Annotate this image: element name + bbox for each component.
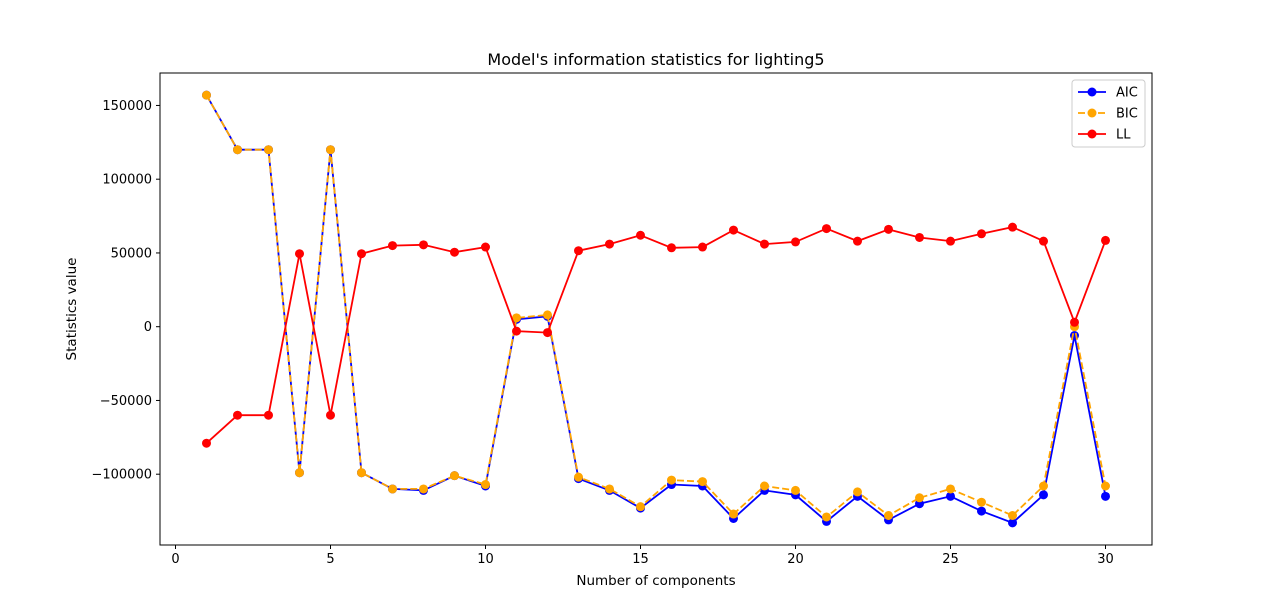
data-point-ll (1101, 235, 1110, 245)
data-point-ll (450, 247, 459, 257)
data-point-bic (202, 90, 211, 100)
data-point-ll (884, 224, 893, 234)
legend-label-ll: LL (1116, 128, 1131, 143)
data-point-bic (667, 475, 676, 485)
x-tick-label: 20 (787, 552, 804, 567)
legend-label-bic: BIC (1116, 107, 1138, 122)
data-point-bic (543, 310, 552, 320)
x-tick-label: 0 (171, 552, 179, 567)
data-point-bic (419, 484, 428, 494)
data-point-ll (233, 410, 242, 420)
data-point-ll (946, 236, 955, 246)
x-tick-label: 25 (942, 552, 959, 567)
chart-title: Model's information statistics for light… (487, 50, 824, 69)
data-point-bic (822, 512, 831, 522)
data-point-ll (605, 239, 614, 249)
legend-marker-ll (1087, 129, 1097, 139)
legend-label-aic: AIC (1116, 86, 1138, 101)
data-point-ll (419, 240, 428, 250)
series-bic (202, 90, 1110, 522)
data-point-ll (1039, 236, 1048, 246)
y-tick-label: 50000 (111, 246, 152, 261)
data-point-ll (481, 242, 490, 252)
y-tick-label: 0 (144, 320, 152, 335)
data-point-ll (729, 225, 738, 235)
data-point-ll (915, 232, 924, 242)
y-tick-label: −100000 (91, 468, 152, 483)
data-point-ll (388, 241, 397, 251)
data-point-bic (481, 480, 490, 490)
data-point-aic (1008, 518, 1017, 528)
data-point-ll (977, 229, 986, 239)
y-tick-label: 150000 (102, 99, 152, 114)
data-point-ll (853, 236, 862, 246)
data-point-bic (1101, 481, 1110, 491)
data-point-bic (574, 472, 583, 482)
data-point-bic (853, 487, 862, 497)
data-point-aic (977, 506, 986, 516)
data-point-aic (946, 491, 955, 501)
data-point-bic (884, 511, 893, 520)
x-tick-label: 10 (477, 552, 494, 567)
data-point-aic (1039, 490, 1048, 500)
data-point-bic (264, 145, 273, 155)
x-tick-label: 30 (1097, 552, 1114, 567)
data-point-bic (357, 468, 366, 478)
series-line-bic (205, 94, 1107, 519)
data-point-ll (295, 249, 304, 259)
legend-marker-aic (1087, 87, 1097, 97)
series-layer (202, 90, 1110, 528)
data-point-bic (326, 145, 335, 155)
data-point-ll (512, 326, 521, 336)
data-point-ll (667, 243, 676, 253)
data-point-ll (1070, 317, 1079, 327)
data-point-bic (946, 484, 955, 494)
x-axis-label: Number of components (576, 573, 735, 589)
data-point-ll (326, 410, 335, 420)
series-line-ll (205, 226, 1107, 444)
data-point-bic (295, 468, 304, 478)
x-tick-label: 5 (326, 552, 334, 567)
data-point-aic (1101, 491, 1110, 501)
x-tick-label: 15 (632, 552, 649, 567)
data-point-ll (1008, 222, 1017, 232)
data-point-bic (450, 471, 459, 481)
data-point-bic (388, 484, 397, 494)
data-point-bic (636, 502, 645, 512)
data-point-bic (760, 481, 769, 491)
data-point-ll (636, 230, 645, 240)
data-point-ll (357, 249, 366, 259)
plot-area (159, 72, 1153, 546)
legend-marker-bic (1087, 108, 1097, 118)
data-point-bic (791, 485, 800, 495)
data-point-bic (698, 477, 707, 487)
data-point-bic (233, 145, 242, 155)
data-point-ll (698, 242, 707, 252)
data-point-ll (791, 237, 800, 247)
data-point-ll (264, 410, 273, 420)
y-tick-label: 100000 (102, 173, 152, 188)
data-point-ll (574, 246, 583, 256)
data-point-ll (822, 224, 831, 234)
x-axis-ticks: 0 5 10 15 20 25 30 (171, 545, 1114, 567)
data-point-bic (915, 493, 924, 503)
data-point-ll (760, 239, 769, 249)
y-axis-ticks: −100000 −50000 0 50000 100000 150000 (91, 99, 160, 483)
data-point-bic (512, 313, 521, 323)
data-point-bic (977, 497, 986, 507)
y-tick-label: −50000 (100, 394, 152, 409)
y-axis-label: Statistics value (64, 258, 80, 361)
data-point-bic (605, 484, 614, 494)
data-point-bic (1039, 481, 1048, 491)
data-point-ll (543, 328, 552, 338)
data-point-ll (202, 438, 211, 448)
series-ll (202, 222, 1110, 448)
data-point-bic (729, 509, 738, 519)
data-point-bic (1008, 511, 1017, 520)
legend: AIC BIC LL (1071, 79, 1146, 148)
